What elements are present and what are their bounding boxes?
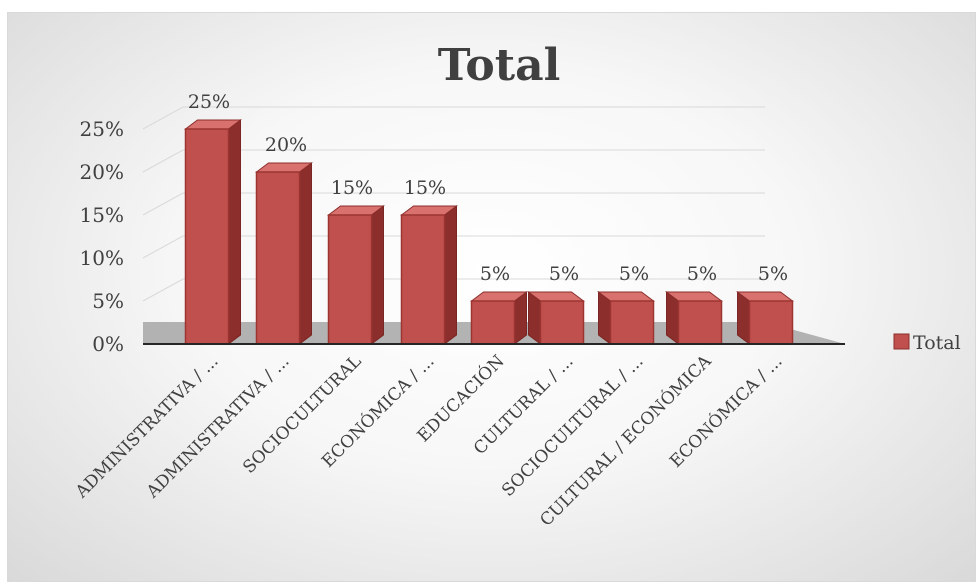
data-label: 5%	[687, 263, 717, 285]
y-tick-label: 15%	[80, 203, 124, 227]
y-tick-label: 10%	[80, 246, 124, 270]
x-tick-label: ADMINISTRATIVA / ...	[142, 351, 293, 502]
x-tick-label: SOCIOCULTURAL / ...	[498, 351, 647, 500]
legend: Total	[893, 332, 961, 354]
bar	[327, 205, 385, 345]
bar-front	[748, 300, 794, 345]
data-label: 25%	[188, 91, 230, 113]
bar	[255, 162, 313, 345]
bar	[470, 291, 528, 345]
data-label: 5%	[619, 263, 649, 285]
chart-title: Total	[438, 40, 561, 91]
bar-front	[677, 300, 723, 345]
bar-front	[609, 300, 655, 345]
data-label: 15%	[331, 177, 373, 199]
bar-front	[400, 214, 446, 345]
legend-swatch	[893, 333, 910, 350]
y-tick-label: 20%	[80, 160, 124, 184]
bar	[527, 291, 585, 345]
bar-side	[444, 205, 457, 345]
bar-front	[255, 171, 301, 345]
bar-front	[470, 300, 516, 345]
gridline	[142, 235, 765, 259]
bar	[184, 119, 242, 345]
bar	[736, 291, 794, 345]
gridline	[142, 149, 765, 173]
x-tick-label: ADMINISTRATIVA / ...	[71, 351, 222, 502]
bar-side	[228, 119, 241, 345]
legend-label: Total	[913, 332, 961, 354]
bar-front	[184, 128, 230, 345]
bar-front	[327, 214, 373, 345]
bar	[597, 291, 655, 345]
data-label: 20%	[265, 134, 307, 156]
gridline	[142, 192, 765, 216]
bar-side	[371, 205, 384, 345]
bar	[400, 205, 458, 345]
bar	[665, 291, 723, 345]
y-tick-label: 5%	[92, 289, 124, 313]
y-tick-label: 25%	[80, 117, 124, 141]
data-label: 5%	[758, 263, 788, 285]
gridline	[142, 106, 765, 130]
data-label: 5%	[549, 263, 579, 285]
x-tick-label: SOCIOCULTURAL	[239, 351, 365, 477]
bar-front	[539, 300, 585, 345]
gridline	[142, 278, 765, 302]
data-label: 5%	[480, 263, 510, 285]
y-tick-label: 0%	[92, 332, 124, 356]
data-label: 15%	[404, 177, 446, 199]
bar-side	[299, 162, 312, 345]
